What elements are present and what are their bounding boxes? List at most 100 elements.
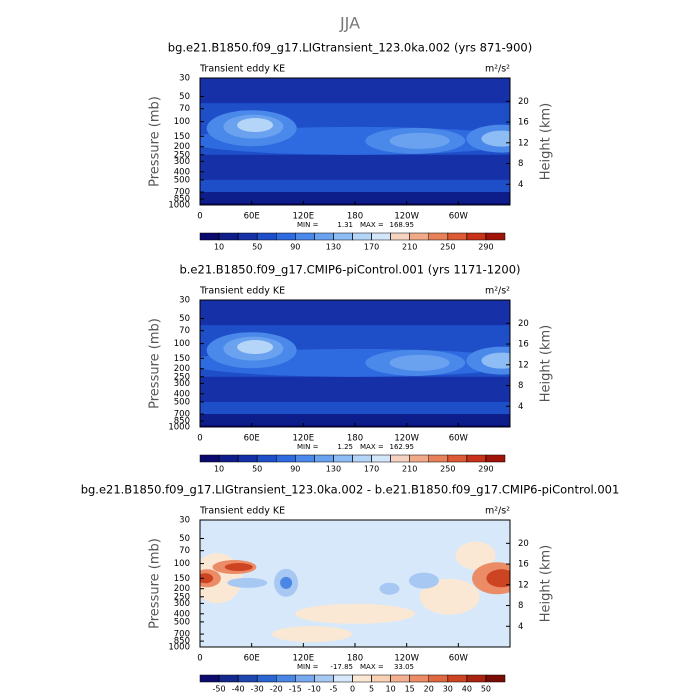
colorbar-box <box>199 232 220 241</box>
colorbar-label: -30 <box>251 685 264 694</box>
y-tick-label: 150 <box>174 574 190 584</box>
y2-tick-label: 12 <box>518 580 529 590</box>
colorbar-box <box>314 674 334 683</box>
colorbar-box <box>466 454 487 463</box>
units: m²/s² <box>485 506 510 517</box>
contour-region <box>200 376 510 402</box>
y-tick-label: 100 <box>174 559 190 569</box>
colorbar-box <box>276 454 296 463</box>
colorbar-label: 40 <box>462 685 472 694</box>
x-tick-label: 180 <box>347 212 363 222</box>
colorbar-box <box>466 232 487 241</box>
colorbar-box <box>256 232 277 241</box>
colorbar-box <box>333 454 353 463</box>
panel-title: bg.e21.B1850.f09_g17.LIGtransient_123.0k… <box>168 41 532 55</box>
colorbar-label: 90 <box>290 465 300 474</box>
y2-tick-label: 16 <box>518 560 529 570</box>
colorbar-label: -5 <box>329 685 337 694</box>
colorbar-box <box>485 674 506 683</box>
colorbar-label: -15 <box>289 685 302 694</box>
colorbar-label: 130 <box>326 465 341 474</box>
y-tick-label: 1000 <box>168 643 190 653</box>
contour-region <box>200 78 510 104</box>
colorbar-box <box>276 232 296 241</box>
y-tick-label: 1000 <box>168 201 190 211</box>
y-tick-label: 400 <box>174 389 190 399</box>
y-tick-label: 400 <box>174 609 190 619</box>
max-value: 33.05 <box>394 663 414 671</box>
y-tick-label: 200 <box>174 142 190 152</box>
colorbar-label: -20 <box>270 685 283 694</box>
contour-region <box>227 577 268 588</box>
y-axis-label: Pressure (mb) <box>148 318 163 409</box>
y-tick-label: 300 <box>174 157 190 167</box>
contour-region <box>379 582 400 595</box>
figure-title: JJA <box>339 14 360 33</box>
y-tick-label: 100 <box>174 117 190 127</box>
y2-axis-label: Height (km) <box>539 325 554 402</box>
x-tick-label: 120E <box>293 434 315 444</box>
x-tick-label: 120E <box>293 212 315 222</box>
colorbar-label: -40 <box>232 685 245 694</box>
contour-region <box>481 130 510 147</box>
y-tick-label: 250 <box>174 592 190 602</box>
colorbar-box <box>390 232 410 241</box>
min-label: MIN = <box>297 221 319 229</box>
max-label: MAX = <box>360 221 384 229</box>
colorbar-box <box>237 674 258 683</box>
contour-region <box>419 578 480 615</box>
contour-region <box>224 563 253 572</box>
colorbar-box <box>333 232 353 241</box>
y-tick-label: 700 <box>174 630 190 640</box>
y-tick-label: 150 <box>174 132 190 142</box>
contour-region <box>481 352 510 369</box>
colorbar-label: 170 <box>364 465 379 474</box>
colorbar-box <box>428 674 449 683</box>
x-tick-label: 180 <box>347 654 363 664</box>
y-tick-label: 300 <box>174 379 190 389</box>
colorbar-box <box>409 232 429 241</box>
min-label: MIN = <box>297 663 319 671</box>
y-tick-label: 200 <box>174 584 190 594</box>
colorbar-label: 250 <box>440 243 455 252</box>
colorbar-label: 10 <box>214 465 224 474</box>
colorbar-label: 210 <box>402 465 417 474</box>
colorbar-box <box>352 232 372 241</box>
x-tick-label: 0 <box>197 212 202 222</box>
y-tick-label: 50 <box>179 534 190 544</box>
contour-field <box>200 300 510 427</box>
colorbar-label: 0 <box>350 685 355 694</box>
y-tick-label: 850 <box>174 195 190 205</box>
colorbar-label: -10 <box>308 685 321 694</box>
y-tick-label: 250 <box>174 372 190 382</box>
colorbar-box <box>390 674 410 683</box>
y-tick-label: 500 <box>174 617 190 627</box>
y-tick-label: 50 <box>179 314 190 324</box>
x-tick-label: 60W <box>449 654 469 664</box>
colorbar-box <box>276 674 296 683</box>
x-tick-label: 60E <box>244 212 260 222</box>
min-value: -17.85 <box>330 663 353 671</box>
colorbar-box <box>485 232 506 241</box>
y-tick-label: 700 <box>174 188 190 198</box>
colorbar-box <box>428 454 449 463</box>
x-tick-label: 120W <box>394 654 419 664</box>
x-tick-label: 120W <box>394 212 419 222</box>
max-value: 168.95 <box>390 221 415 229</box>
y-tick-label: 500 <box>174 397 190 407</box>
colorbar-label: 90 <box>290 243 300 252</box>
contour-region <box>237 340 274 355</box>
colorbar-box <box>218 232 239 241</box>
colorbar-label: 10 <box>386 685 396 694</box>
colorbar-box <box>199 674 220 683</box>
y-tick-label: 70 <box>179 326 190 336</box>
colorbar-box <box>447 232 468 241</box>
colorbar-label: 20 <box>424 685 434 694</box>
y-tick-label: 300 <box>174 599 190 609</box>
colorbar-box <box>256 674 277 683</box>
y-tick-label: 500 <box>174 175 190 185</box>
colorbar-label: 15 <box>405 685 415 694</box>
contour-region <box>200 154 510 180</box>
